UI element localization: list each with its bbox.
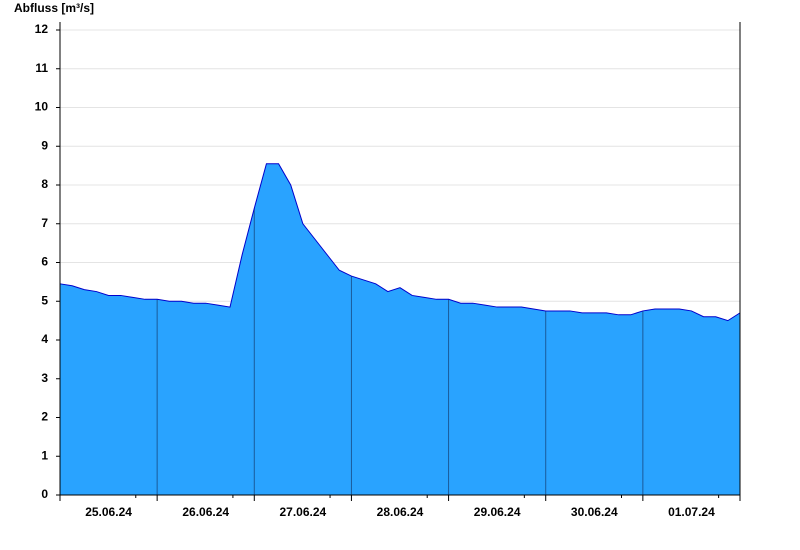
- y-tick-label: 10: [35, 100, 49, 114]
- x-tick-label: 29.06.24: [474, 505, 521, 519]
- line: [59, 163, 741, 322]
- y-tick-label: 8: [41, 177, 48, 191]
- y-axis-label: Abfluss [m³/s]: [14, 1, 94, 15]
- y-tick-label: 4: [41, 332, 48, 346]
- x-tick-label: 28.06.24: [377, 505, 424, 519]
- y-tick-label: 2: [41, 410, 48, 424]
- y-tick-label: 9: [41, 138, 48, 152]
- x-tick-label: 26.06.24: [182, 505, 229, 519]
- y-tick-label: 7: [41, 216, 48, 230]
- y-tick-label: 12: [35, 22, 49, 36]
- x-tick-label: 27.06.24: [279, 505, 326, 519]
- area: [60, 163, 740, 495]
- y-tick-label: 6: [41, 255, 48, 269]
- y-tick-label: 3: [41, 371, 48, 385]
- y-tick-label: 0: [41, 487, 48, 501]
- x-tick-label: 30.06.24: [571, 505, 618, 519]
- x-tick-label: 25.06.24: [85, 505, 132, 519]
- x-tick-label: 01.07.24: [668, 505, 715, 519]
- y-tick-label: 11: [35, 61, 48, 75]
- y-tick-label: 5: [41, 293, 48, 307]
- y-tick-label: 1: [41, 448, 48, 462]
